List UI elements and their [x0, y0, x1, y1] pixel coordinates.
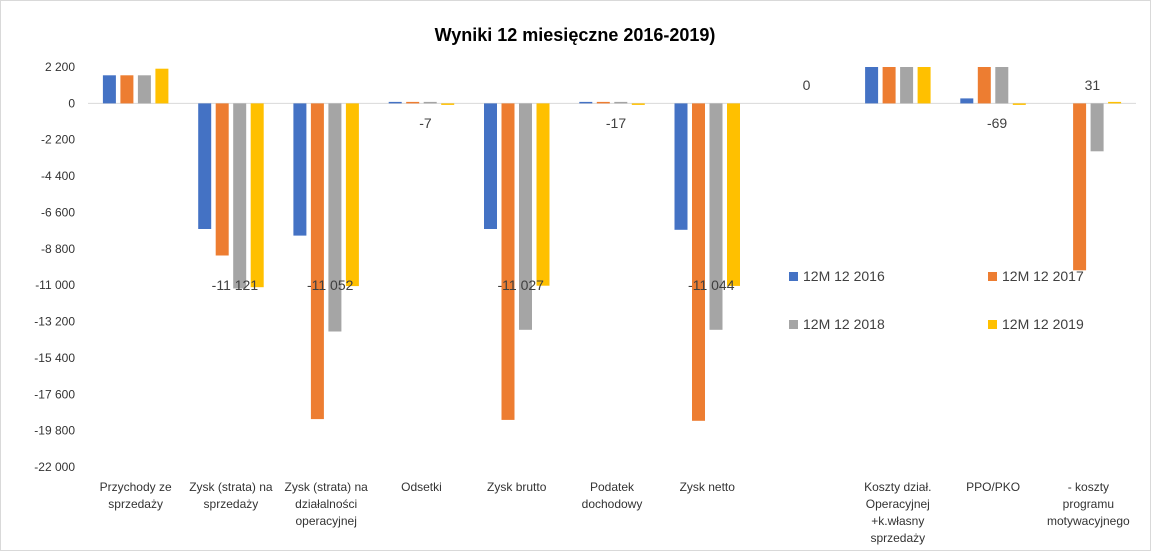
bar	[977, 67, 991, 104]
x-tick-label: Odsetki	[401, 480, 442, 494]
bar	[1073, 103, 1087, 271]
bar	[917, 67, 931, 104]
bar	[960, 98, 974, 104]
bar	[328, 103, 342, 332]
bar	[155, 68, 169, 104]
x-tick-label: Zysk (strata) na sprzedaży	[189, 480, 273, 511]
bar	[120, 75, 134, 104]
legend-swatch	[789, 320, 798, 329]
bar	[484, 103, 497, 229]
data-label: -11 052	[307, 277, 354, 293]
data-label: -11 121	[212, 277, 259, 293]
x-tick-label: Zysk (strata) na działalności operacyjnej	[285, 480, 369, 528]
x-tick-label: - koszty programu motywacyjnego	[1047, 480, 1130, 528]
bar	[293, 103, 307, 236]
data-label: -7	[419, 115, 432, 131]
bar	[995, 67, 1009, 104]
data-label: 31	[1085, 77, 1101, 93]
bar	[233, 103, 247, 289]
bar	[614, 101, 628, 104]
data-label: -17	[606, 115, 626, 131]
bar	[631, 103, 645, 105]
bar	[137, 75, 151, 104]
x-tick-label: Zysk brutto	[487, 480, 547, 494]
bar	[727, 103, 740, 286]
y-tick-label: -19 800	[34, 424, 75, 438]
bar	[215, 103, 229, 256]
bar	[423, 101, 437, 104]
legend: 12M 12 2016 12M 12 2017 12M 12 2018 12M 12 …	[789, 268, 1084, 332]
x-tick-label: Podatek dochodowy	[582, 480, 643, 511]
bar	[198, 103, 212, 229]
bar	[345, 103, 359, 287]
data-label: -11 027	[498, 277, 545, 293]
y-tick-label: -8 800	[41, 242, 75, 256]
x-tick-label: Przychody ze sprzedaży	[100, 480, 172, 511]
data-label: -69	[987, 115, 1007, 131]
bar	[1090, 103, 1104, 152]
y-tick-label: -4 400	[41, 169, 75, 183]
x-tick-label: Koszty dział. Operacyjnej +k.własny sprzeda…	[864, 480, 931, 545]
data-labels: -11 121 -11 052 -7 -11 027 -17 -11 044 0 -69 31	[212, 77, 1101, 293]
bar	[250, 103, 264, 288]
y-tick-label: 0	[68, 96, 75, 110]
x-tick-label: PPO/PKO	[966, 480, 1020, 494]
bar	[709, 103, 723, 330]
legend-swatch	[988, 272, 997, 281]
bar	[865, 67, 879, 104]
bar	[900, 67, 914, 104]
bar	[1012, 103, 1026, 105]
data-label: -11 044	[688, 277, 735, 293]
bar	[536, 103, 550, 286]
bar	[882, 67, 896, 104]
y-axis: 2 200 0 -2 200 -4 400 -6 600 -8 800 -11 000 -13…	[34, 60, 1136, 474]
y-tick-label: -2 200	[41, 133, 75, 147]
bar	[310, 103, 324, 420]
y-tick-label: 2 200	[45, 60, 75, 74]
legend-label: 12M 12 2019	[1002, 316, 1084, 332]
bar	[674, 103, 688, 230]
bar	[692, 103, 705, 421]
y-tick-label: -11 000	[35, 278, 75, 292]
chart-title: Wyniki 12 miesięczne 2016-2019)	[435, 25, 716, 45]
legend-swatch	[988, 320, 997, 329]
bar	[102, 75, 116, 104]
x-tick-label: Zysk netto	[680, 480, 736, 494]
bar	[519, 103, 532, 330]
bar	[441, 103, 455, 105]
y-tick-label: -13 200	[34, 315, 75, 329]
y-tick-label: -22 000	[34, 460, 75, 474]
y-tick-label: -6 600	[41, 205, 75, 219]
bar	[1108, 101, 1122, 104]
bar	[406, 101, 420, 104]
bar	[596, 101, 610, 104]
bars	[102, 67, 1122, 421]
bar	[501, 103, 515, 420]
y-tick-label: -15 400	[34, 351, 75, 365]
bar	[388, 101, 402, 104]
x-axis-labels: Przychody ze sprzedaży Zysk (strata) na spr…	[100, 480, 1130, 545]
legend-label: 12M 12 2016	[803, 268, 885, 284]
data-label: 0	[803, 77, 811, 93]
bar	[579, 101, 593, 104]
legend-label: 12M 12 2017	[1002, 268, 1084, 284]
legend-label: 12M 12 2018	[803, 316, 885, 332]
y-tick-label: -17 600	[34, 387, 75, 401]
legend-swatch	[789, 272, 798, 281]
